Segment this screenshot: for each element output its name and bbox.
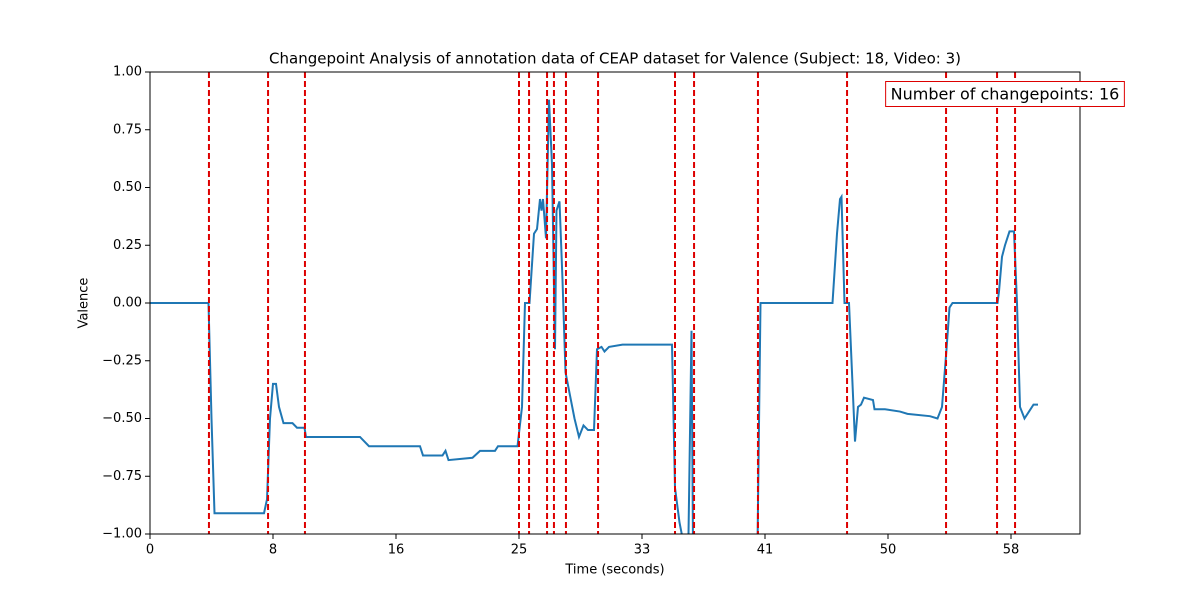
x-tick-label: 25 [511, 543, 528, 558]
y-tick-label: 0.00 [113, 296, 142, 311]
data-line [150, 99, 1038, 534]
y-tick-label: 0.25 [113, 238, 142, 253]
x-axis-label: Time (seconds) [564, 563, 664, 578]
annotation: Number of changepoints: 16 [891, 85, 1120, 104]
y-tick-label: −0.75 [102, 469, 142, 484]
y-tick-label: −1.00 [102, 527, 142, 542]
x-tick-label: 8 [269, 543, 277, 558]
plot-area [150, 72, 1038, 534]
x-tick-label: 16 [388, 543, 405, 558]
y-axis-label: Valence [77, 278, 92, 329]
x-tick-label: 58 [1003, 543, 1020, 558]
x-tick-label: 41 [757, 543, 774, 558]
axes: 0 8 16 25 33 41 50 58 −1.00 −0.75 −0.50 −0.25 0.00 0.… [102, 65, 1125, 558]
annotation-box [885, 81, 1125, 107]
chart-title: Changepoint Analysis of annotation data … [269, 50, 961, 68]
y-tick-label: 1.00 [113, 65, 142, 80]
x-tick-label: 0 [146, 543, 154, 558]
x-tick-label: 33 [634, 543, 651, 558]
y-tick-label: 0.50 [113, 180, 142, 195]
y-tick-label: −0.25 [102, 353, 142, 368]
y-tick-label: −0.50 [102, 411, 142, 426]
x-tick-label: 50 [880, 543, 897, 558]
y-tick-label: 0.75 [113, 122, 142, 137]
